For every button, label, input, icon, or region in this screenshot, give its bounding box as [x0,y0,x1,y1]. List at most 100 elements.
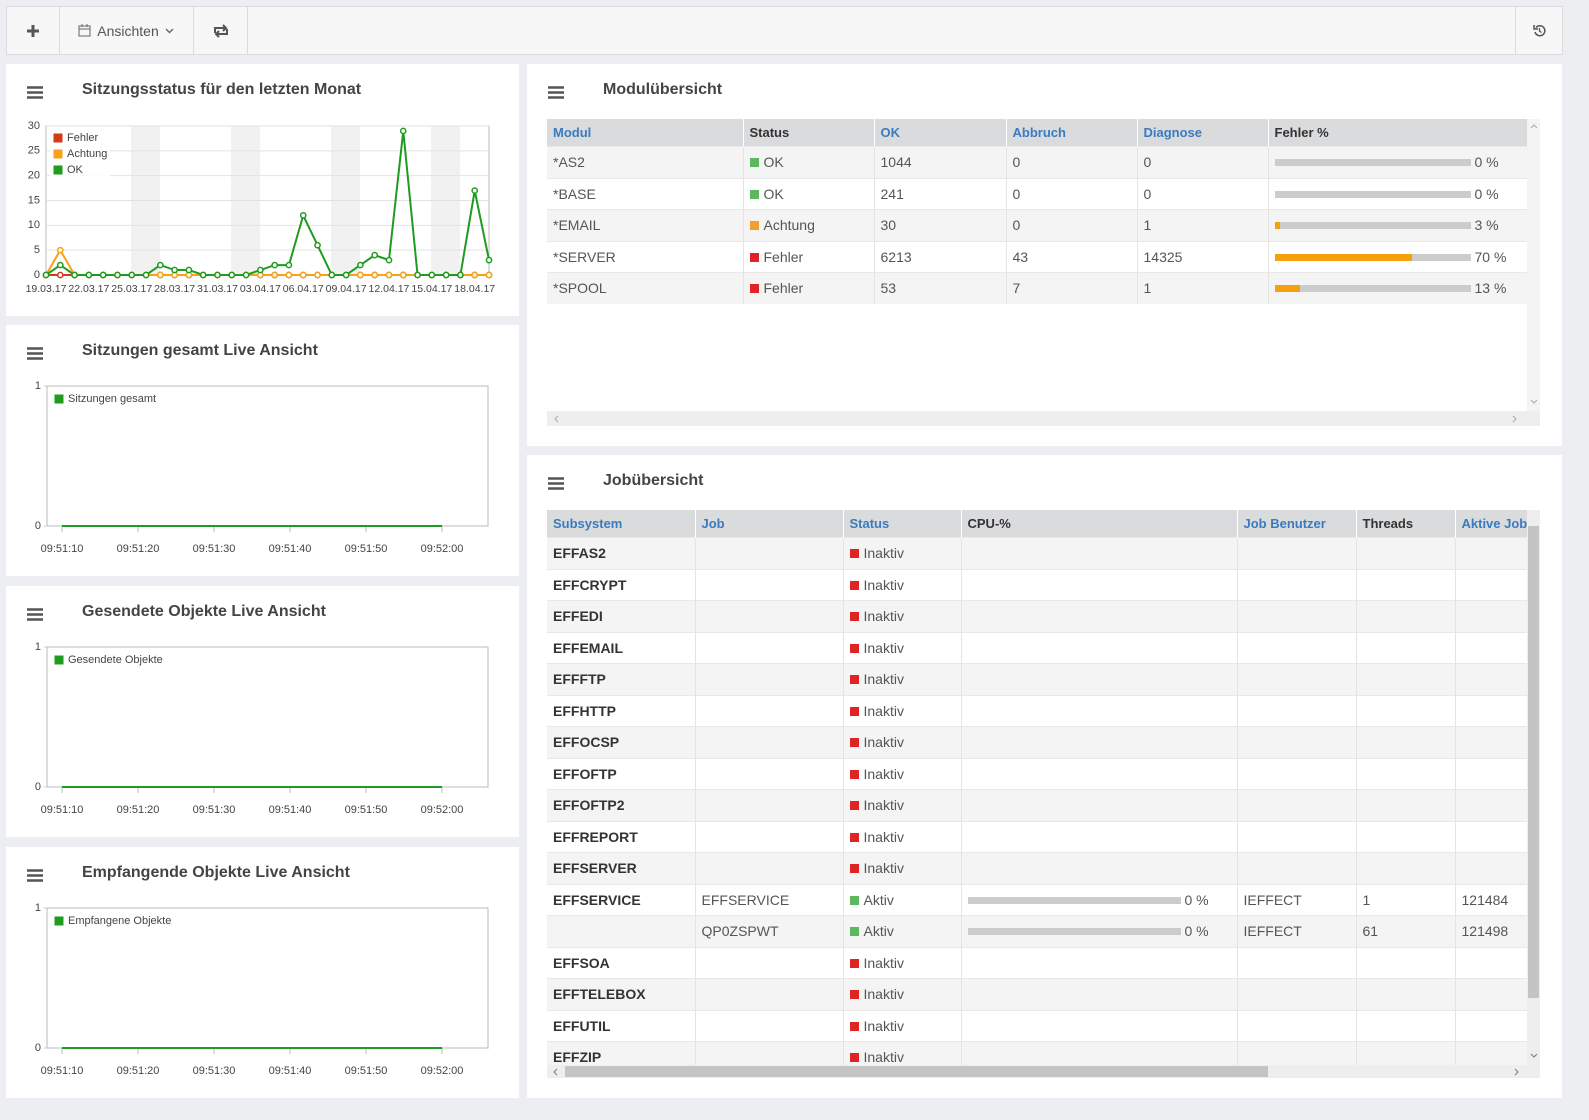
column-label: OK [881,125,901,140]
table-row: EFFAS2 Inaktiv [547,538,1527,570]
column-header[interactable]: Modul [547,119,743,147]
subsystem-cell: EFFTELEBOX [547,979,695,1011]
chart: 0109:51:1009:51:2009:51:3009:51:4009:51:… [6,847,519,1098]
scroll-down[interactable] [1530,399,1538,405]
subsystem-cell: EFFCRYPT [547,569,695,601]
menu-icon[interactable] [548,477,564,490]
subsystem: EFFUTIL [553,1018,611,1034]
cpu-cell: 0 % [961,916,1237,948]
scroll-thumb[interactable] [565,1066,1268,1077]
scroll-down[interactable] [1530,1053,1538,1059]
column-header[interactable]: OK [874,119,1006,147]
module-cell: *SPOOL [547,273,743,304]
point [215,272,220,277]
status-text: Inaktiv [864,640,904,656]
status-text: Inaktiv [864,860,904,876]
status-text: Achtung [764,217,815,233]
column-label: Modul [553,125,591,140]
refresh-button[interactable] [194,7,248,54]
column-header[interactable]: Abbruch [1006,119,1137,147]
active-jobs-cell [1455,632,1527,664]
add-button[interactable] [7,7,60,54]
status-text: Inaktiv [864,608,904,624]
column-header: Threads [1356,510,1455,538]
job-user-cell [1237,538,1356,570]
cpu-cell [961,695,1237,727]
percent-label: 0 % [1185,923,1209,939]
history-button[interactable] [1515,7,1563,54]
status-text: Inaktiv [864,734,904,750]
column-header[interactable]: Job [695,510,843,538]
vertical-scrollbar[interactable] [1527,510,1540,1065]
legend-label: Gesendete Objekte [68,654,163,666]
scroll-right[interactable] [1512,415,1518,423]
status-indicator [850,738,859,747]
views-button[interactable]: Ansichten [59,7,194,54]
status-indicator [850,549,859,558]
job-cell: QP0ZSPWT [695,916,843,948]
scroll-left[interactable] [553,415,559,423]
active-jobs-cell: 121498 [1455,916,1527,948]
subsystem: EFFCRYPT [553,577,626,593]
point [258,267,263,272]
chart: 0109:51:1009:51:2009:51:3009:51:4009:51:… [6,586,519,837]
status-cell: Inaktiv [843,821,961,853]
scroll-thumb[interactable] [1528,526,1539,998]
horizontal-scrollbar[interactable] [547,411,1540,426]
table-container: ModulStatusOKAbbruchDiagnoseFehler %*AS2… [547,119,1540,426]
job-cell [695,1042,843,1066]
x-tick-label: 25.03.17 [111,283,152,295]
active-jobs-cell [1455,695,1527,727]
status-cell: Inaktiv [843,853,961,885]
table-row: *SPOOLFehler537113 % [547,273,1527,304]
diagnose-value: 1 [1144,217,1152,233]
point [58,262,63,267]
plot-frame [47,386,488,526]
legend-swatch [53,149,63,159]
scroll-left[interactable] [552,1068,558,1076]
status-indicator [750,221,759,230]
subsystem: EFFZIP [553,1049,601,1065]
y-tick-label: 0 [34,269,40,281]
x-tick-label: 09:51:20 [117,543,160,555]
job-user-cell [1237,601,1356,633]
subsystem-cell: EFFAS2 [547,538,695,570]
menu-icon[interactable] [548,86,564,99]
status-text: Inaktiv [864,545,904,561]
table-row: EFFUTILInaktiv [547,1010,1527,1042]
status-indicator [850,612,859,621]
status-indicator [850,864,859,873]
x-tick-label: 09:51:50 [345,804,388,816]
column-header[interactable]: Job Benutzer [1237,510,1356,538]
status-indicator [850,959,859,968]
status-cell: Inaktiv [843,947,961,979]
column-header[interactable]: Status [843,510,961,538]
status-cell: Fehler [743,273,874,304]
active-jobs-cell [1455,1042,1527,1066]
horizontal-scrollbar[interactable] [547,1065,1540,1078]
point [86,272,91,277]
x-tick-label: 15.04.17 [411,283,452,295]
point [415,272,420,277]
point [301,213,306,218]
point [272,262,277,267]
scroll-up[interactable] [1530,123,1538,129]
point [286,272,291,277]
active-jobs-cell: 121484 [1455,884,1527,916]
legend-swatch [53,133,63,143]
scroll-right[interactable] [1514,1068,1520,1076]
diagnose-cell: 0 [1137,147,1268,179]
column-header[interactable]: Diagnose [1137,119,1268,147]
percent-label: 0 % [1185,892,1209,908]
job: EFFSERVICE [702,892,790,908]
status-cell: Inaktiv [843,758,961,790]
vertical-scrollbar[interactable] [1527,119,1540,411]
table-row: EFFREPORTInaktiv [547,821,1527,853]
column-label: Status [850,516,890,531]
column-header[interactable]: Aktive Jobs [1455,510,1527,538]
subsystem: EFFOFTP2 [553,797,625,813]
threads-cell [1356,1010,1455,1042]
column-label: Fehler % [1275,125,1329,140]
column-header[interactable]: Subsystem [547,510,695,538]
table-row: *SERVERFehler6213431432570 % [547,241,1527,273]
